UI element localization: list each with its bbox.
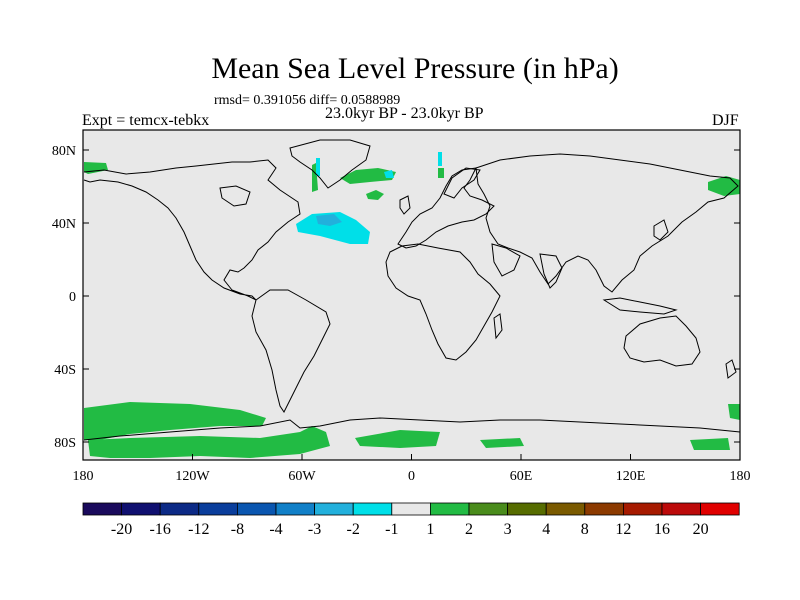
- period-label: 23.0kyr BP - 23.0kyr BP: [325, 105, 484, 122]
- coast-antarctica: [83, 417, 741, 441]
- coast-new-zealand: [725, 359, 737, 379]
- lon-label: 0: [408, 469, 415, 484]
- lon-label: 60E: [510, 469, 533, 484]
- lon-label: 60W: [288, 469, 316, 484]
- colorbar-label: -20: [111, 521, 132, 538]
- coast-north-america: [83, 159, 301, 301]
- anomaly-atlantic-low: [296, 212, 370, 244]
- experiment-label: Expt = temcx-tebkx: [82, 112, 210, 129]
- lat-label: 40N: [52, 217, 76, 232]
- lat-tick-marks: [83, 149, 740, 443]
- coast-asia: [475, 153, 739, 293]
- colorbar-box: [429, 502, 470, 516]
- coast-japan: [653, 219, 669, 241]
- lat-label: 40S: [54, 363, 76, 378]
- colorbar-box: [391, 502, 431, 516]
- colorbar-label: 20: [693, 521, 709, 538]
- anomaly-antarctic-west: [88, 426, 330, 458]
- colorbar-box: [623, 502, 663, 516]
- anomaly-davis-strait: [316, 158, 320, 176]
- colorbar-label: -16: [150, 521, 171, 538]
- colorbar: [82, 502, 740, 516]
- lon-tick-marks: [82, 454, 741, 460]
- colorbar-label: -4: [269, 521, 282, 538]
- lon-label: 120W: [175, 469, 210, 484]
- colorbar-box: [198, 502, 238, 516]
- colorbar-label: 3: [504, 521, 512, 538]
- colorbar-labels: -20 -16 -12 -8 -4 -3 -2 -1 1 2 3 4 8 12 16 20: [111, 521, 709, 538]
- coast-south-america: [251, 289, 331, 413]
- anomaly-iceland: [384, 170, 394, 178]
- anomaly-atlantic-low-core: [316, 214, 342, 226]
- coast-madagascar: [493, 313, 503, 340]
- colorbar-box: [545, 502, 586, 516]
- colorbar-label: 2: [465, 521, 473, 538]
- colorbar-box: [275, 502, 315, 516]
- lon-label: 180: [730, 469, 751, 484]
- anomaly-greenland-sea: [340, 168, 396, 184]
- anomaly-svalbard: [438, 152, 442, 166]
- colorbar-box: [314, 502, 354, 516]
- anomaly-north-atlantic: [366, 190, 384, 200]
- coast-indonesia: [602, 297, 678, 315]
- season-label: DJF: [712, 112, 739, 129]
- colorbar-label: -12: [188, 521, 209, 538]
- coast-greenland: [289, 139, 371, 189]
- anomaly-south-pacific: [84, 402, 266, 440]
- coast-hudson-bay: [219, 185, 251, 207]
- colorbar-box: [584, 502, 624, 516]
- colorbar-box: [121, 502, 161, 516]
- colorbar-box: [700, 502, 740, 516]
- coast-india: [539, 253, 563, 289]
- colorbar-box: [236, 502, 277, 516]
- colorbar-label: 16: [654, 521, 670, 538]
- colorbar-label: -3: [308, 521, 321, 538]
- lat-label: 80N: [52, 144, 76, 159]
- colorbar-label: 1: [426, 521, 434, 538]
- colorbar-box: [507, 502, 547, 516]
- colorbar-label: -8: [231, 521, 244, 538]
- coastlines: [83, 139, 741, 441]
- anomaly-barents: [438, 168, 444, 178]
- colorbar-label: 12: [615, 521, 631, 538]
- coast-british-isles: [399, 195, 411, 215]
- coast-europe: [397, 167, 495, 249]
- anomaly-southeast-pacific: [728, 404, 740, 420]
- chart-title: Mean Sea Level Pressure (in hPa): [211, 52, 619, 85]
- lat-label: 80S: [54, 436, 76, 451]
- colorbar-label: 8: [581, 521, 589, 538]
- coast-africa: [385, 243, 501, 361]
- colorbar-label: -2: [347, 521, 360, 538]
- lon-labels: 180 120W 60W 0 60E 120E 180: [73, 469, 751, 484]
- colorbar-box: [82, 502, 122, 516]
- anomaly-antarctic-atlantic: [355, 430, 440, 448]
- coast-australia: [623, 315, 701, 367]
- colorbar-box: [661, 502, 701, 516]
- lon-label: 180: [73, 469, 94, 484]
- lat-labels: 80N 40N 0 40S 80S: [52, 144, 76, 451]
- lat-label: 0: [69, 290, 76, 305]
- anomaly-antarctic-indian: [480, 438, 524, 448]
- coast-arabia: [491, 243, 521, 277]
- stats-line: rmsd= 0.391056 diff= 0.0588989: [214, 93, 401, 108]
- colorbar-label: 4: [542, 521, 550, 538]
- anomaly-antarctic-east: [690, 438, 730, 450]
- lon-label: 120E: [616, 469, 646, 484]
- colorbar-label: -1: [385, 521, 398, 538]
- colorbar-box: [159, 502, 200, 516]
- colorbar-box: [468, 502, 508, 516]
- colorbar-box: [352, 502, 393, 516]
